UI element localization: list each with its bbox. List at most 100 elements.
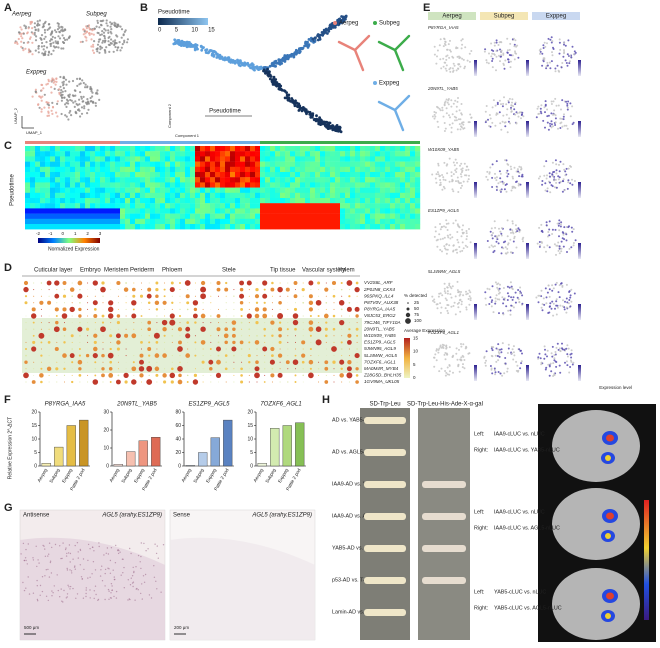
dot <box>248 361 251 364</box>
heatmap-cell <box>200 203 206 209</box>
heatmap-cell <box>230 146 236 152</box>
heatmap-cell <box>280 146 286 152</box>
dot <box>246 280 252 286</box>
heatmap-cell <box>330 166 336 173</box>
dot <box>263 334 266 337</box>
dot <box>170 281 174 285</box>
feature-cell <box>495 113 498 116</box>
heatmap-cell <box>260 146 266 152</box>
heatmap-cell <box>60 182 66 188</box>
feature-cell <box>510 296 513 299</box>
heatmap-cell <box>360 203 366 209</box>
feature-cell <box>495 294 498 297</box>
heatmap-cell <box>220 151 226 157</box>
dot <box>210 295 212 297</box>
trajectory-cell <box>264 71 267 75</box>
feature-cell <box>441 237 444 240</box>
gene-label: ES1ZP9_AGL5 <box>364 340 396 345</box>
feature-cell <box>566 64 569 67</box>
heatmap-cell <box>355 192 361 199</box>
dot <box>94 322 96 324</box>
feature-cell <box>558 222 561 225</box>
dot <box>325 334 328 338</box>
heatmap-cell <box>75 224 81 230</box>
feature-cell <box>465 232 468 235</box>
stain <box>92 561 95 563</box>
heatmap-cell <box>50 187 56 193</box>
heatmap-cell <box>100 187 106 193</box>
heatmap-cell <box>25 213 31 219</box>
feature-cell <box>544 353 547 356</box>
feature-cell <box>518 348 521 351</box>
feature-cell <box>433 117 436 120</box>
dot <box>202 374 204 376</box>
heatmap-cell <box>45 203 51 209</box>
label: Average Expression <box>404 328 445 333</box>
feature-cell <box>502 102 505 105</box>
dot <box>77 359 83 365</box>
heatmap-cell <box>125 182 131 188</box>
dot <box>332 314 336 318</box>
gene-label: 1GV9MA_UKL05 <box>364 379 400 384</box>
heatmap-cell <box>165 187 171 193</box>
stain <box>67 584 69 586</box>
trajectory-cell <box>262 69 265 73</box>
feature-cell <box>499 55 502 58</box>
umap-cell <box>60 112 63 116</box>
stain <box>93 550 95 552</box>
feature-cell <box>565 283 568 286</box>
heatmap-cell <box>220 177 226 183</box>
heatmap-cell <box>345 161 351 167</box>
heatmap-cell <box>85 156 91 162</box>
feature-cell <box>466 292 469 295</box>
umap-cell <box>107 31 110 34</box>
feature-cell <box>508 286 511 289</box>
feature-cell <box>440 367 443 370</box>
heatmap-cell <box>230 166 236 173</box>
colorbar-tick: 0 <box>62 231 65 236</box>
heatmap-cell <box>260 187 266 193</box>
heatmap-cell <box>235 161 241 167</box>
heatmap-cell <box>130 182 136 188</box>
label: Subpeg <box>86 12 107 18</box>
feature-cell <box>452 222 455 225</box>
heatmap-cell <box>270 192 276 199</box>
dot <box>32 340 36 344</box>
heatmap-cell <box>105 213 111 219</box>
dot <box>156 361 158 363</box>
feature-cell <box>446 353 449 356</box>
stain <box>49 561 52 564</box>
heatmap-cell <box>165 208 171 214</box>
feature-cell <box>437 106 439 109</box>
feature-cell <box>496 236 499 239</box>
feature-cell <box>505 103 508 106</box>
dot <box>200 293 206 300</box>
gene-label: P8YRGA_IAA5 <box>364 307 396 312</box>
feature-cell <box>561 117 563 120</box>
feature-cell <box>517 115 520 118</box>
heatmap-cell <box>325 187 331 193</box>
dot <box>308 294 313 299</box>
heatmap-cell <box>275 213 281 219</box>
dot <box>225 361 227 364</box>
feature-cell <box>445 219 448 222</box>
feature-cell <box>485 59 488 62</box>
dot <box>94 295 96 297</box>
heatmap-cell <box>240 172 246 178</box>
dot <box>32 334 35 337</box>
feature-cell <box>441 250 443 253</box>
heatmap-cell <box>155 161 161 167</box>
heatmap-cell <box>380 156 386 162</box>
heatmap-cell <box>75 172 81 178</box>
dot <box>346 372 353 379</box>
heatmap-cell <box>110 218 116 225</box>
heatmap-cell <box>395 192 401 199</box>
umap-cell <box>62 87 65 90</box>
feature-cell <box>574 239 577 242</box>
heatmap-cell <box>50 177 56 183</box>
tissue-label: Phloem <box>162 268 182 274</box>
heatmap-cell <box>80 224 86 230</box>
heatmap-cell <box>370 187 376 193</box>
heatmap-cell <box>300 151 306 157</box>
umap-cell <box>47 23 51 26</box>
